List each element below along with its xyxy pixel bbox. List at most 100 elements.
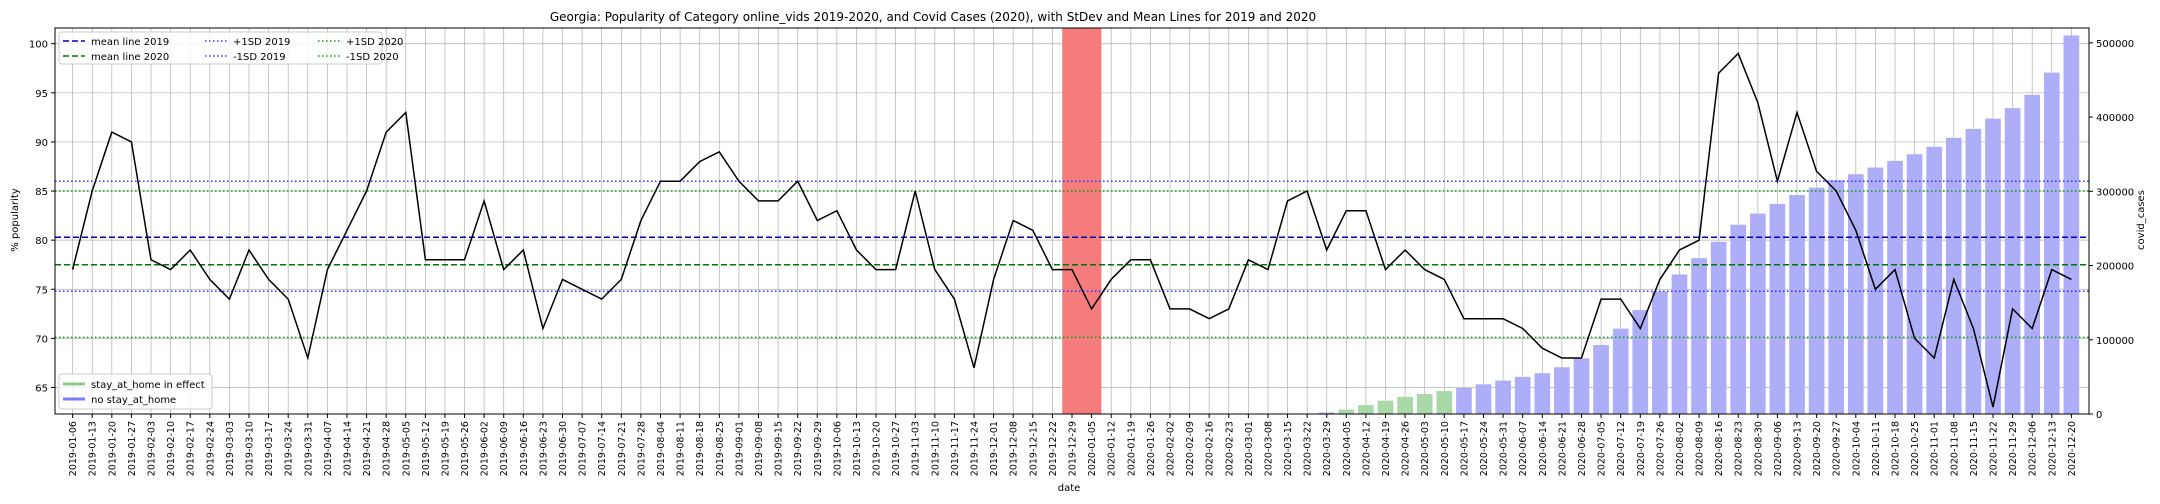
plot-area: 65 70 75 80 85 90 95 100 0 100000 200000 300000 4000… bbox=[29, 27, 2134, 476]
x-tick-label: 2020-10-04 bbox=[1851, 421, 1862, 476]
x-tick-label: 2019-02-10 bbox=[166, 421, 177, 476]
x-tick-label: 2020-11-29 bbox=[2008, 421, 2019, 476]
x-tick-label: 2019-05-05 bbox=[401, 421, 412, 476]
covid-bar bbox=[1456, 388, 1472, 414]
x-tick-label: 2020-05-24 bbox=[1479, 421, 1490, 476]
x-tick-label: 2019-01-20 bbox=[107, 421, 118, 476]
covid-bar bbox=[1534, 373, 1551, 414]
x-tick-label: 2020-03-29 bbox=[1322, 421, 1333, 476]
x-tick-label: 2019-06-30 bbox=[558, 421, 569, 476]
x-tick-label: 2019-08-11 bbox=[676, 421, 687, 476]
y-tick-label: 95 bbox=[35, 89, 48, 100]
x-tick-label: 2019-04-28 bbox=[382, 421, 393, 476]
covid-bar bbox=[1495, 380, 1511, 414]
legend-label: mean line 2020 bbox=[91, 52, 169, 63]
x-tick-label: 2019-12-29 bbox=[1068, 421, 1079, 476]
y2-tick-label: 100000 bbox=[2096, 336, 2134, 347]
x-tick-label: 2020-07-26 bbox=[1655, 421, 1666, 476]
covid-bar bbox=[1475, 384, 1492, 414]
x-tick-label: 2019-10-20 bbox=[872, 421, 883, 476]
x-tick-label: 2019-03-10 bbox=[244, 421, 255, 476]
covid-bar bbox=[1887, 160, 1903, 414]
covid-bar bbox=[1436, 390, 1453, 414]
popularity-line bbox=[71, 52, 2072, 408]
x-tick-label: 2020-05-31 bbox=[1499, 421, 1510, 476]
legend-label: -1SD 2019 bbox=[233, 52, 286, 63]
covid-bar bbox=[1808, 187, 1825, 414]
x-tick-label: 2020-02-23 bbox=[1224, 421, 1235, 476]
legend-label: -1SD 2020 bbox=[346, 52, 399, 63]
legend-box bbox=[58, 373, 213, 410]
chart-title: Georgia: Popularity of Category online_v… bbox=[550, 10, 1316, 24]
legend-label: +1SD 2020 bbox=[346, 37, 403, 48]
covid-bar bbox=[1358, 405, 1374, 414]
x-tick-label: 2020-10-25 bbox=[1910, 421, 1921, 476]
y-axis-label: % popularity bbox=[10, 188, 21, 252]
x-tick-label: 2019-01-06 bbox=[68, 421, 79, 476]
legend-label: +1SD 2019 bbox=[233, 37, 290, 48]
covid-bar bbox=[1710, 241, 1727, 414]
x-tick-label: 2020-08-30 bbox=[1753, 421, 1764, 476]
covid-bar bbox=[1847, 174, 1864, 414]
covid-bar bbox=[1416, 393, 1433, 414]
x-tick-label: 2020-06-07 bbox=[1518, 421, 1529, 476]
y-tick-label: 65 bbox=[35, 383, 48, 394]
x-tick-label: 2020-11-08 bbox=[1949, 421, 1960, 476]
x-tick-label: 2020-01-05 bbox=[1087, 421, 1098, 476]
x-tick-label: 2020-07-05 bbox=[1597, 421, 1608, 476]
x-tick-label: 2020-10-18 bbox=[1891, 421, 1902, 476]
x-tick-label: 2020-08-23 bbox=[1734, 421, 1745, 476]
x-tick-label: 2019-06-23 bbox=[538, 421, 549, 476]
x-tick-label: 2019-06-09 bbox=[499, 421, 510, 476]
x-tick-label: 2020-12-13 bbox=[2047, 421, 2058, 476]
x-tick-label: 2019-07-28 bbox=[636, 421, 647, 476]
x-tick-label: 2019-04-14 bbox=[342, 421, 353, 476]
x-tick-label: 2019-11-03 bbox=[911, 421, 922, 476]
x-tick-label: 2019-04-21 bbox=[362, 421, 373, 476]
x-tick-label: 2020-04-12 bbox=[1361, 421, 1372, 476]
x-tick-label: 2019-12-15 bbox=[1028, 421, 1039, 476]
x-tick-label: 2019-07-14 bbox=[597, 421, 608, 476]
x-tick-label: 2020-07-12 bbox=[1616, 421, 1627, 476]
x-tick-label: 2020-03-08 bbox=[1263, 421, 1274, 476]
legend-box bbox=[58, 31, 383, 65]
y2-tick-label: 0 bbox=[2096, 410, 2102, 421]
x-tick-label: 2019-12-01 bbox=[989, 421, 1000, 476]
x-tick-label: 2019-02-24 bbox=[205, 421, 216, 476]
x-tick-label: 2019-05-12 bbox=[421, 421, 432, 476]
x-tick-label: 2019-08-04 bbox=[656, 421, 667, 476]
x-tick-label: 2020-08-16 bbox=[1714, 421, 1725, 476]
covid-bar bbox=[1573, 358, 1590, 414]
x-tick-label: 2019-02-03 bbox=[147, 421, 158, 476]
x-tick-label: 2019-10-13 bbox=[852, 421, 863, 476]
covid-bar bbox=[1338, 409, 1355, 414]
covid-bar bbox=[1789, 195, 1805, 414]
x-tick-label: 2019-11-24 bbox=[970, 421, 981, 476]
covid-bar bbox=[1730, 224, 1747, 414]
legend-lines: mean line 2019 mean line 2020 +1SD 2019 -1S… bbox=[58, 31, 403, 65]
covid-bar bbox=[2024, 94, 2041, 415]
covid-bar bbox=[1828, 180, 1845, 414]
y2-tick-label: 200000 bbox=[2096, 262, 2134, 273]
x-tick-label: 2019-08-25 bbox=[715, 421, 726, 476]
x-tick-label: 2019-09-22 bbox=[793, 421, 804, 476]
x-tick-label: 2019-05-26 bbox=[460, 421, 471, 476]
legend-label: no stay_at_home bbox=[91, 395, 176, 406]
x-tick-label: 2020-06-28 bbox=[1577, 421, 1588, 476]
x-tick-label: 2020-09-27 bbox=[1832, 421, 1843, 476]
y2-tick-label: 400000 bbox=[2096, 113, 2134, 124]
covid-bar bbox=[2043, 72, 2060, 415]
x-tick-label: 2020-05-17 bbox=[1459, 421, 1470, 476]
x-tick-label: 2020-01-26 bbox=[1146, 421, 1157, 476]
covid-bar bbox=[1612, 328, 1629, 414]
x-tick-label: 2020-04-19 bbox=[1381, 421, 1392, 476]
y-tick-label: 75 bbox=[35, 285, 48, 296]
y2-tick-label: 300000 bbox=[2096, 187, 2134, 198]
covid-bar bbox=[1906, 154, 1923, 414]
y-tick-label: 80 bbox=[35, 236, 48, 247]
x-tick-label: 2020-12-20 bbox=[2067, 421, 2078, 476]
legend-label: mean line 2019 bbox=[91, 37, 169, 48]
x-tick-label: 2019-06-16 bbox=[519, 421, 530, 476]
x-tick-label: 2019-01-27 bbox=[127, 421, 138, 476]
